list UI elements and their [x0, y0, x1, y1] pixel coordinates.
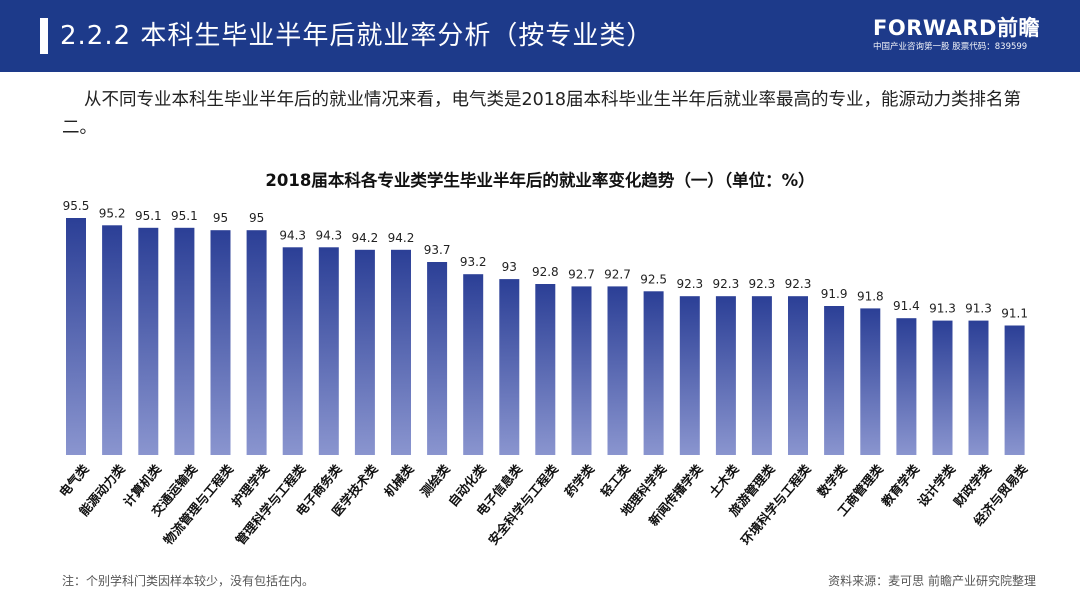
- footnote: 注：个别学科门类因样本较少，没有包括在内。: [62, 574, 315, 588]
- bar-value-label: 91.3: [929, 302, 956, 316]
- header-banner: 2.2.2 本科生毕业半年后就业率分析（按专业类） FORWARD前瞻 中国产业…: [0, 0, 1080, 72]
- bar-11: [463, 274, 484, 455]
- bar-20: [788, 296, 808, 455]
- bar-14: [571, 286, 592, 455]
- chart-title: 2018届本科各专业类学生毕业半年后的就业率变化趋势（一）（单位：%）: [265, 171, 815, 190]
- bar-value-label: 94.3: [315, 228, 342, 242]
- bar-1: [102, 225, 123, 455]
- bar-value-label: 95: [249, 211, 264, 225]
- category-label: 药学类: [562, 461, 598, 500]
- bar-18: [715, 296, 736, 455]
- category-label: 轻工类: [598, 461, 634, 500]
- category-label: 土木类: [706, 461, 742, 500]
- bar-value-label: 92.7: [604, 267, 631, 281]
- bar-2: [138, 227, 159, 455]
- bar-value-label: 91.3: [965, 302, 992, 316]
- category-label: 教育学类: [878, 461, 923, 510]
- bar-value-label: 91.1: [1001, 307, 1028, 321]
- bar-12: [499, 279, 520, 455]
- bar-10: [427, 262, 448, 455]
- bar-value-label: 95.5: [63, 199, 90, 213]
- bar-value-label: 92.3: [749, 277, 776, 291]
- category-label: 电气类: [56, 461, 92, 500]
- bar-value-label: 92.3: [713, 277, 740, 291]
- brand-logo-text: FORWARD前瞻: [873, 16, 1040, 40]
- bar-23: [896, 318, 917, 455]
- bar-value-label: 95.1: [135, 209, 162, 223]
- bar-value-label: 92.7: [568, 267, 595, 281]
- bar-0: [66, 218, 86, 455]
- bar-15: [607, 286, 628, 455]
- bar-value-label: 92.3: [676, 277, 703, 291]
- bar-19: [751, 296, 772, 455]
- bar-value-label: 95.2: [99, 206, 126, 220]
- bar-value-label: 94.2: [388, 231, 415, 245]
- category-label: 数学类: [813, 461, 850, 501]
- brand-subtitle: 中国产业咨询第一股 股票代码：839599: [873, 42, 1028, 52]
- bar-22: [860, 308, 881, 455]
- bar-value-label: 92.3: [785, 277, 812, 291]
- bar-value-label: 91.8: [857, 289, 884, 303]
- category-label: 测绘类: [417, 461, 453, 500]
- bar-25: [968, 320, 989, 455]
- intro-paragraph: 从不同专业本科生毕业半年后的就业情况来看，电气类是2018届本科毕业生半年后就业…: [62, 90, 1022, 138]
- category-label: 机械类: [381, 461, 417, 500]
- bar-16: [643, 291, 664, 455]
- bar-value-label: 93.7: [424, 243, 451, 257]
- bar-value-label: 92.8: [532, 265, 559, 279]
- bar-value-label: 95: [213, 211, 228, 225]
- bar-21: [824, 306, 845, 455]
- bar-value-label: 91.4: [893, 299, 920, 313]
- bar-6: [282, 247, 303, 455]
- bar-9: [391, 249, 411, 455]
- bar-value-label: 93: [502, 260, 517, 274]
- bar-value-label: 94.2: [352, 231, 379, 245]
- bar-13: [535, 284, 556, 455]
- bar-value-label: 92.5: [640, 272, 667, 286]
- bar-value-label: 91.9: [821, 287, 848, 301]
- page-title: 2.2.2 本科生毕业半年后就业率分析（按专业类）: [60, 21, 654, 51]
- bar-value-label: 93.2: [460, 255, 487, 269]
- bar-value-label: 94.3: [279, 228, 306, 242]
- bar-17: [679, 296, 700, 455]
- bar-4: [210, 230, 231, 455]
- title-accent-bar: [40, 18, 48, 54]
- brand-logo: FORWARD前瞻 中国产业咨询第一股 股票代码：839599: [873, 16, 1040, 54]
- source-note: 资料来源：麦可思 前瞻产业研究院整理: [828, 574, 1036, 588]
- bar-3: [174, 227, 195, 455]
- bar-8: [354, 249, 375, 455]
- bar-26: [1004, 325, 1025, 455]
- bar-value-label: 95.1: [171, 209, 198, 223]
- bar-7: [318, 247, 339, 455]
- bar-5: [246, 230, 267, 455]
- bar-24: [932, 320, 953, 455]
